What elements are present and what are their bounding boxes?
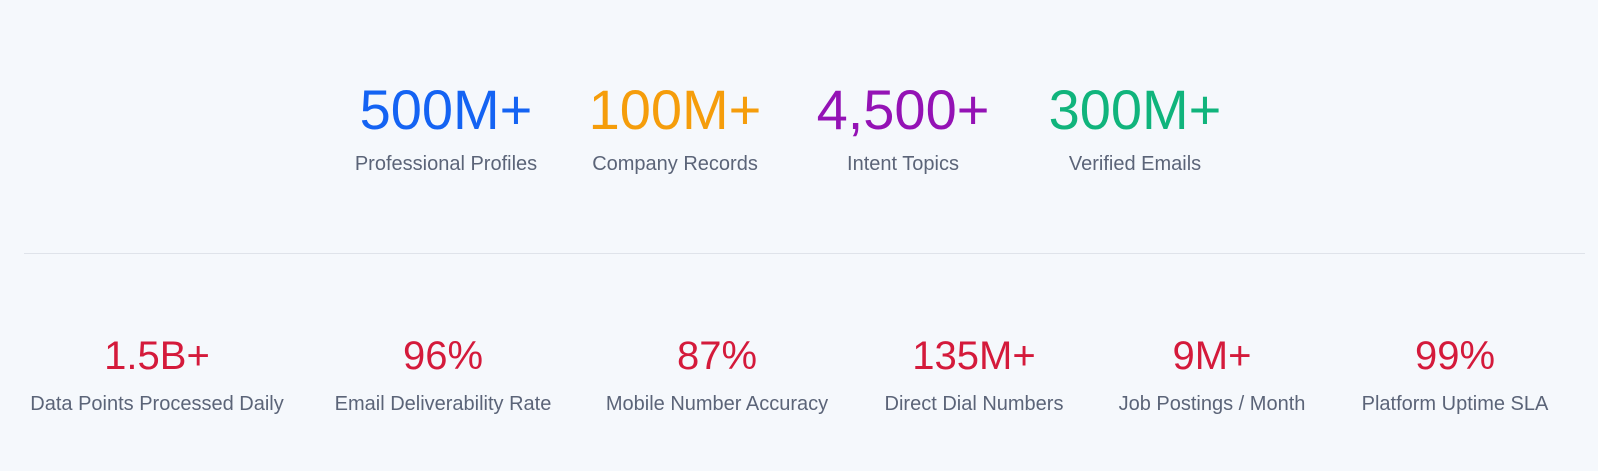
stat-value: 300M+ [1048,78,1222,141]
stat-label: Company Records [592,153,758,175]
stat-value: 135M+ [912,334,1036,378]
stat-value: 99% [1414,334,1496,378]
stat: 100M+ Company Records [515,78,835,175]
stat: 87% Mobile Number Accuracy [557,336,877,414]
stat-label: Intent Topics [847,153,959,175]
stat: 1.5B+ Data Points Processed Daily [0,336,317,414]
stat-label: Mobile Number Accuracy [605,393,829,415]
stat-label: Job Postings / Month [1118,393,1306,415]
stat-label: Data Points Processed Daily [30,393,284,415]
stat-value: 87% [676,334,758,378]
stat-label: Direct Dial Numbers [884,393,1064,415]
stat-value: 4,500+ [816,78,990,141]
stat-label: Email Deliverability Rate [334,393,552,415]
stat-label: Platform Uptime SLA [1361,393,1549,415]
stat-label: Verified Emails [1068,153,1202,175]
stat: 500M+ Professional Profiles [286,78,606,175]
divider [24,253,1585,254]
stat-value: 1.5B+ [104,334,210,378]
stat-label: Professional Profiles [354,153,538,175]
stat-value: 100M+ [588,78,762,141]
stat: 96% Email Deliverability Rate [283,336,603,414]
stat-value: 9M+ [1172,334,1252,378]
stat: 99% Platform Uptime SLA [1295,336,1598,414]
stat: 135M+ Direct Dial Numbers [814,336,1134,414]
stat: 300M+ Verified Emails [975,78,1295,175]
stat-value: 96% [402,334,484,378]
stat: 4,500+ Intent Topics [743,78,1063,175]
stat-value: 500M+ [359,78,533,141]
stat: 9M+ Job Postings / Month [1052,336,1372,414]
